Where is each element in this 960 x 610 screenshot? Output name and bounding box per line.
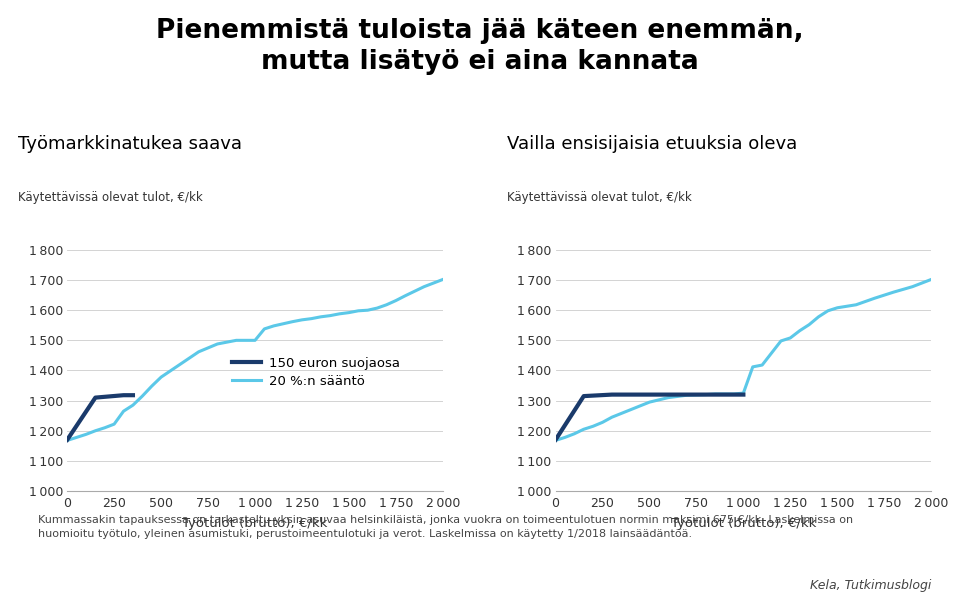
X-axis label: Työtulot (brutto), €/kk: Työtulot (brutto), €/kk: [671, 517, 816, 529]
150 euron suojaosa: [700, 391, 711, 398]
20 %:n sääntö: [277, 320, 289, 328]
Text: Käytettävissä olevat tulot, €/kk: Käytettävissä olevat tulot, €/kk: [507, 192, 691, 204]
20 %:n sääntö: [747, 363, 758, 370]
20 %:n sääntö: [437, 276, 448, 283]
20 %:n sääntö: [906, 283, 918, 290]
Line: 20 %:n sääntö: 20 %:n sääntö: [67, 279, 443, 440]
20 %:n sääntö: [71, 434, 83, 441]
20 %:n sääntö: [597, 418, 609, 426]
Text: Työmarkkinatukea saava: Työmarkkinatukea saava: [18, 135, 242, 153]
20 %:n sääntö: [578, 426, 589, 433]
20 %:n sääntö: [682, 392, 693, 399]
20 %:n sääntö: [156, 373, 167, 381]
20 %:n sääntö: [193, 348, 204, 356]
20 %:n sääntö: [343, 309, 354, 316]
20 %:n sääntö: [136, 392, 148, 400]
20 %:n sääntö: [644, 398, 656, 406]
150 euron suojaosa: [550, 436, 562, 443]
20 %:n sääntö: [334, 310, 346, 317]
20 %:n sääntö: [606, 414, 617, 421]
20 %:n sääntö: [250, 337, 261, 344]
20 %:n sääntö: [146, 382, 157, 390]
150 euron suojaosa: [89, 394, 101, 401]
20 %:n sääntö: [419, 283, 430, 290]
20 %:n sääntö: [737, 389, 749, 396]
20 %:n sääntö: [89, 427, 101, 434]
20 %:n sääntö: [700, 391, 711, 398]
20 %:n sääntö: [324, 312, 336, 319]
20 %:n sääntö: [568, 430, 580, 437]
20 %:n sääntö: [352, 307, 364, 315]
20 %:n sääntö: [588, 423, 599, 430]
20 %:n sääntö: [625, 406, 636, 414]
150 euron suojaosa: [578, 392, 589, 400]
20 %:n sääntö: [372, 304, 383, 312]
20 %:n sääntö: [775, 337, 786, 345]
150 euron suojaosa: [606, 391, 617, 398]
20 %:n sääntö: [662, 394, 674, 401]
20 %:n sääntö: [127, 401, 138, 409]
20 %:n sääntö: [709, 390, 721, 398]
150 euron suojaosa: [644, 391, 656, 398]
Line: 150 euron suojaosa: 150 euron suojaosa: [556, 395, 743, 440]
20 %:n sääntö: [794, 327, 805, 334]
20 %:n sääntö: [831, 304, 843, 312]
20 %:n sääntö: [81, 431, 92, 438]
20 %:n sääntö: [212, 340, 224, 348]
Text: Pienemmistä tuloista jää käteen enemmän,
mutta lisätyö ei aina kannata: Pienemmistä tuloista jää käteen enemmän,…: [156, 18, 804, 75]
20 %:n sääntö: [766, 350, 778, 357]
20 %:n sääntö: [428, 279, 440, 287]
20 %:n sääntö: [230, 337, 242, 344]
Text: Kela, Tutkimusblogi: Kela, Tutkimusblogi: [810, 579, 931, 592]
20 %:n sääntö: [297, 316, 308, 323]
Text: Kummassakin tapauksessa on tarkasteltu yksin asuvaa helsinkiläistä, jonka vuokra: Kummassakin tapauksessa on tarkasteltu y…: [38, 515, 853, 539]
X-axis label: Työtulot (brutto), €/kk: Työtulot (brutto), €/kk: [182, 517, 327, 529]
20 %:n sääntö: [813, 313, 825, 320]
20 %:n sääntö: [409, 287, 420, 295]
20 %:n sääntö: [390, 297, 401, 304]
20 %:n sääntö: [925, 276, 937, 283]
20 %:n sääntö: [869, 295, 880, 302]
20 %:n sääntö: [888, 289, 900, 296]
150 euron suojaosa: [118, 392, 130, 399]
20 %:n sääntö: [268, 322, 279, 329]
20 %:n sääntö: [784, 334, 796, 342]
150 euron suojaosa: [719, 391, 731, 398]
Text: Käytettävissä olevat tulot, €/kk: Käytettävissä olevat tulot, €/kk: [18, 192, 204, 204]
20 %:n sääntö: [362, 307, 373, 314]
150 euron suojaosa: [682, 391, 693, 398]
20 %:n sääntö: [550, 437, 562, 444]
20 %:n sääntö: [559, 434, 570, 441]
20 %:n sääntö: [174, 361, 185, 368]
Text: Vailla ensisijaisia etuuksia oleva: Vailla ensisijaisia etuuksia oleva: [507, 135, 797, 153]
20 %:n sääntö: [258, 325, 270, 332]
Line: 150 euron suojaosa: 150 euron suojaosa: [67, 395, 132, 440]
150 euron suojaosa: [127, 392, 138, 399]
20 %:n sääntö: [381, 301, 393, 309]
150 euron suojaosa: [61, 436, 73, 443]
20 %:n sääntö: [61, 437, 73, 444]
150 euron suojaosa: [737, 391, 749, 398]
Line: 20 %:n sääntö: 20 %:n sääntö: [556, 279, 931, 440]
20 %:n sääntö: [108, 420, 120, 428]
20 %:n sääntö: [804, 321, 815, 328]
20 %:n sääntö: [729, 390, 740, 398]
20 %:n sääntö: [822, 307, 833, 315]
20 %:n sääntö: [756, 361, 768, 368]
20 %:n sääntö: [305, 315, 317, 322]
20 %:n sääntö: [315, 313, 326, 320]
20 %:n sääntö: [287, 318, 299, 325]
Legend: 150 euron suojaosa, 20 %:n sääntö: 150 euron suojaosa, 20 %:n sääntö: [231, 357, 399, 388]
20 %:n sääntö: [719, 390, 731, 398]
20 %:n sääntö: [118, 407, 130, 415]
20 %:n sääntö: [399, 292, 411, 300]
20 %:n sääntö: [851, 301, 862, 309]
20 %:n sääntö: [99, 424, 110, 431]
